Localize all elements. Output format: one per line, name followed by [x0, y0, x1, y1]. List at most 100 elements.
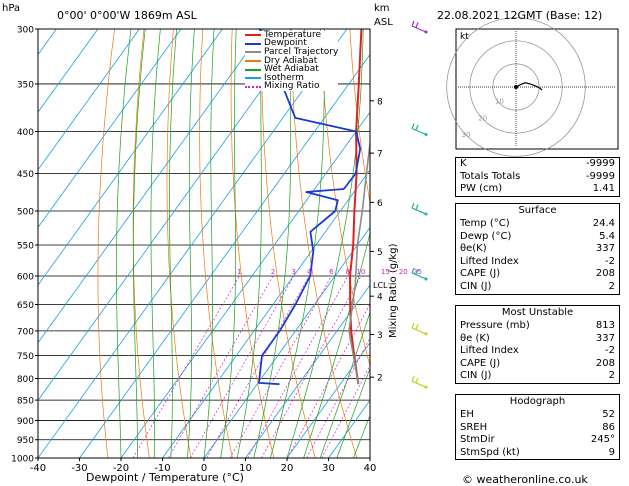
wind-barb [411, 127, 427, 136]
row-label: K [460, 158, 467, 169]
table-row: PW (cm) 1.41 [456, 183, 619, 196]
row-value: 245° [590, 434, 615, 446]
wind-barb-flag [415, 22, 419, 28]
legend-item: Dry Adiabat [245, 55, 338, 66]
pressure-tick-label: 800 [17, 375, 34, 385]
legend-label: Temperature [264, 29, 322, 40]
row-value: 208 [595, 268, 615, 280]
legend-swatch [245, 34, 261, 37]
table-row: CAPE (J) 208 [456, 268, 619, 281]
mixing-ratio-line [168, 275, 274, 458]
surface-table: Surface Temp (°C) 24.4 Dewp (°C) 5.4 θe(K) 337… [455, 203, 620, 295]
table-title: Surface [518, 205, 557, 216]
wet-adiabat [203, 29, 215, 458]
pressure-tick-label: 400 [17, 128, 34, 138]
row-value: 2 [608, 280, 615, 292]
x-axis-label: Dewpoint / Temperature (°C) [86, 471, 244, 484]
mixing-ratio-label: 1 [237, 268, 241, 276]
legend-label: Parcel Trajectory [264, 46, 339, 57]
table-title: Most Unstable [501, 307, 574, 318]
height-tick-label: 8 [377, 97, 383, 107]
temperature-tick-label: 30 [322, 463, 335, 474]
mixing-ratio-label: 15 [381, 268, 390, 276]
wind-barb-dot [424, 133, 428, 137]
mixing-ratio-label: 4 [307, 268, 312, 276]
wet-adiabat [150, 29, 161, 458]
isotherm [38, 29, 348, 458]
wind-barb-flag [411, 20, 415, 27]
pressure-tick-label: 500 [17, 208, 34, 218]
row-value: -2 [605, 345, 615, 357]
table-row: Lifted Index -2 [456, 256, 619, 269]
table-row: θe(K) 337 [456, 243, 619, 256]
pressure-tick-label: 850 [17, 397, 34, 407]
hodograph-ring-label: 10 [495, 98, 504, 106]
legend-swatch [245, 60, 261, 63]
isotherm [120, 111, 370, 458]
dry-adiabat [166, 29, 192, 458]
row-label: Temp (°C) [460, 218, 510, 229]
temperature-tick-label: 40 [364, 463, 377, 474]
row-label: StmDir [460, 434, 495, 446]
row-value: 5.4 [599, 230, 615, 242]
mixing-ratio-line [247, 275, 349, 458]
row-label: θe(K) [460, 243, 487, 255]
wind-barb-flag [415, 269, 419, 275]
row-value: -2 [605, 255, 615, 267]
wind-barb [411, 380, 427, 388]
isotherm [286, 342, 370, 458]
dry-adiabat [132, 29, 150, 458]
row-value: 337 [595, 332, 615, 344]
hodograph-table: Hodograph EH 52 SREH 86 StmDir 245° StmSpd (kt)… [455, 394, 620, 461]
wind-barbs [411, 20, 428, 389]
hodograph-unit: kt [460, 32, 469, 42]
height-tick-label: 6 [377, 199, 383, 209]
row-label: EH [460, 409, 474, 420]
mixing-ratio-label: 3 [292, 268, 296, 276]
indices-table: K -9999 Totals Totals -9999 PW (cm) 1.41 [455, 157, 620, 197]
legend-label: Mixing Ratio [264, 81, 320, 92]
legend-item: Dewpoint [245, 38, 338, 49]
row-label: CIN (J) [460, 370, 492, 382]
table-row: Pressure (mb) 813 [456, 320, 619, 333]
temperature-tick-label: -20 [113, 463, 129, 474]
wind-barb-flag [411, 123, 415, 129]
mixing-ratio-label: 2 [271, 268, 275, 276]
hodograph-ring-label: 20 [478, 114, 487, 122]
table-row: SREH 86 [456, 422, 619, 435]
legend-label: Dry Adiabat [264, 55, 318, 66]
row-label: Lifted Index [460, 345, 519, 357]
row-value: 208 [595, 357, 615, 369]
row-value: 24.4 [592, 218, 615, 229]
series-dewpoint [258, 29, 362, 386]
plot-frame [37, 28, 371, 459]
isotherm [0, 29, 15, 458]
legend-item: Mixing Ratio [245, 81, 338, 92]
table-row: Temp (°C) 24.4 [456, 218, 619, 231]
legend-item: Isotherm [245, 73, 338, 83]
wet-adiabat [270, 29, 325, 458]
table-row: K -9999 [456, 158, 619, 171]
wind-barb-flag [411, 322, 415, 329]
legend-swatch [245, 42, 261, 45]
mixing-ratio-line [306, 337, 370, 458]
wet-adiabat [286, 29, 364, 458]
legend-label: Dewpoint [264, 38, 307, 49]
legend-label: Wet Adiabat [264, 64, 319, 75]
dry-adiabat [261, 29, 316, 458]
wind-barb [411, 272, 427, 280]
row-label: CAPE (J) [460, 268, 501, 280]
row-value: -9999 [585, 158, 615, 169]
series-parcel-trajectory [348, 136, 370, 385]
wind-barb-dot [424, 212, 428, 216]
row-label: Dewp (°C) [460, 230, 512, 242]
location-title: 0°00' 0°00'W 1869m ASL [57, 9, 197, 22]
mixing-ratio-label: 6 [329, 268, 334, 276]
isotherm [38, 29, 99, 113]
wet-adiabat [236, 29, 262, 458]
table-row: Dewp (°C) 5.4 [456, 231, 619, 244]
dry-adiabat [349, 29, 370, 205]
background-lines [0, 29, 370, 458]
pressure-tick-label: 600 [17, 272, 34, 282]
